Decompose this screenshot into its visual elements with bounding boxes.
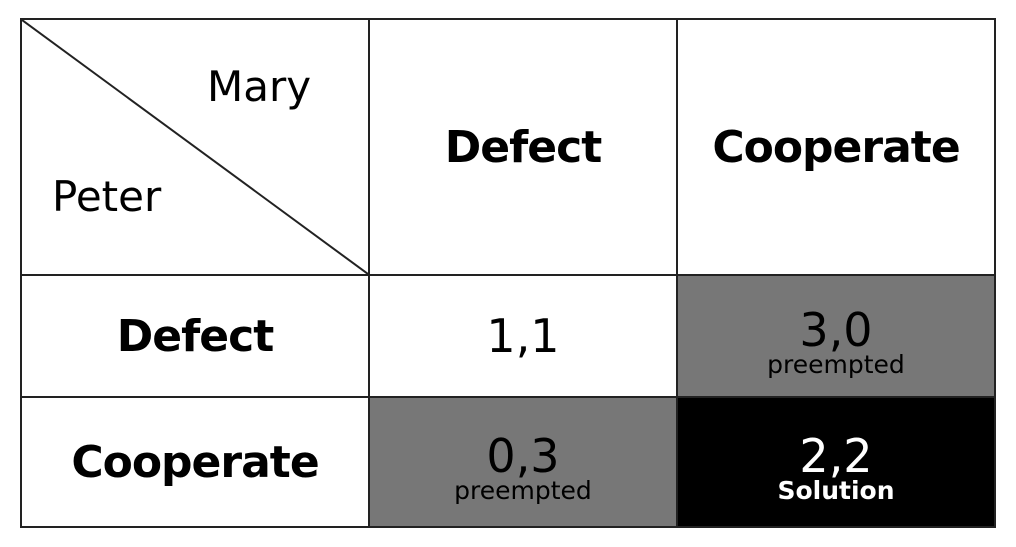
payoff-note: preempted bbox=[767, 350, 905, 379]
corner-cell: Mary Peter bbox=[20, 18, 370, 276]
payoff-cell: 0,3 preempted bbox=[368, 396, 678, 528]
row-player: Peter bbox=[52, 172, 162, 221]
payoff-note: preempted bbox=[454, 476, 592, 505]
payoff: 0,3 bbox=[486, 429, 560, 483]
row-header: Cooperate bbox=[20, 396, 370, 528]
payoff: 3,0 bbox=[799, 303, 873, 357]
payoff-cell: 2,2 Solution bbox=[676, 396, 996, 528]
payoff-note: Solution bbox=[777, 476, 895, 505]
column-player: Mary bbox=[207, 62, 312, 111]
payoff-cell: 3,0 preempted bbox=[676, 274, 996, 398]
payoff: 1,1 bbox=[486, 309, 560, 363]
column-header: Cooperate bbox=[676, 18, 996, 276]
payoff-cell: 1,1 bbox=[368, 274, 678, 398]
payoff: 2,2 bbox=[799, 429, 873, 483]
diagonal bbox=[22, 20, 368, 274]
row-header: Defect bbox=[20, 274, 370, 398]
column-header: Defect bbox=[368, 18, 678, 276]
diagonal-line bbox=[22, 20, 368, 274]
